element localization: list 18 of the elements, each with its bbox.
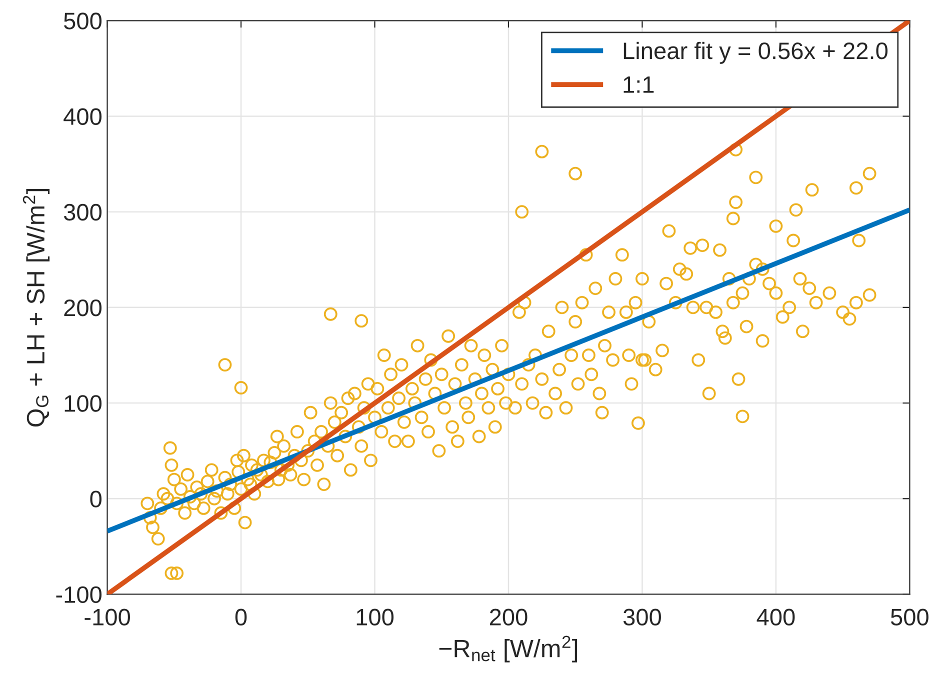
legend-label: 1:1 [624,76,654,93]
y-tick-label: 200 [64,300,102,316]
y-tick-label: 100 [64,395,102,412]
legend-label: Linear fit y = 0.56x + 22.0 [624,42,888,64]
x-axis-title: −R$_{net}$ [W/m$^{2}$] [439,636,578,662]
y-tick-label: 300 [64,204,102,221]
x-tick-label: 500 [890,608,928,626]
x-tick-label: 100 [356,608,394,626]
x-tick-label: -100 [84,608,130,626]
x-tick-label: 300 [623,608,661,626]
y-tick-label: 500 [64,12,102,30]
y-tick-label: 400 [64,108,102,126]
x-tick-label: 0 [235,608,247,626]
y-axis-title: Q$_{G}$ + LH + SH [W/m$^{2}$] [22,189,50,426]
y-tick-label: -100 [56,586,102,604]
x-tick-label: 200 [490,608,528,626]
y-tick-label: 0 [90,490,102,508]
x-tick-label: 400 [756,608,795,626]
